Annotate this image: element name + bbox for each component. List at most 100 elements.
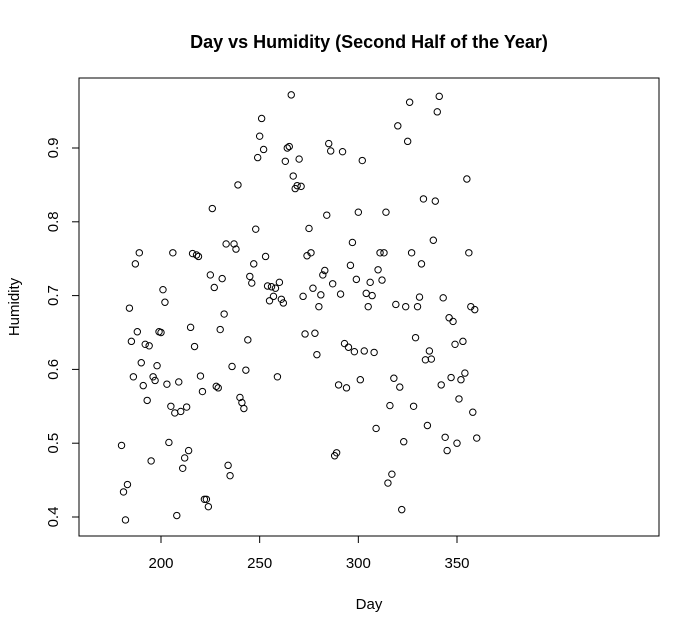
data-point — [334, 381, 343, 389]
data-point — [342, 384, 351, 392]
data-point — [125, 304, 134, 312]
data-point — [127, 337, 136, 346]
data-point — [317, 291, 325, 299]
data-point — [354, 208, 363, 216]
data-point — [366, 278, 374, 287]
data-point — [469, 408, 477, 416]
data-point — [394, 122, 402, 130]
data-point — [204, 502, 213, 511]
data-point — [182, 403, 191, 411]
y-tick-label: 0.4 — [45, 507, 62, 528]
data-point — [129, 373, 138, 381]
data-point — [384, 479, 392, 487]
data-point — [433, 108, 441, 116]
data-point — [441, 433, 449, 441]
data-point — [230, 240, 238, 248]
data-point — [224, 461, 232, 470]
data-point — [275, 278, 284, 287]
data-point — [228, 362, 236, 371]
data-point — [461, 369, 469, 377]
data-point — [407, 249, 416, 257]
data-point — [352, 275, 361, 284]
y-tick-label: 0.6 — [45, 359, 62, 380]
data-point — [435, 92, 443, 101]
data-point — [415, 293, 424, 301]
data-point — [159, 285, 167, 294]
data-point — [473, 434, 481, 442]
data-point — [328, 280, 337, 288]
data-point — [336, 290, 345, 298]
data-point — [289, 172, 297, 180]
data-point — [177, 407, 185, 416]
data-point — [184, 446, 193, 455]
data-point — [392, 300, 400, 309]
data-point — [167, 402, 175, 410]
y-tick-label: 0.9 — [45, 138, 62, 159]
data-point — [200, 495, 209, 503]
data-point — [447, 373, 455, 382]
data-point — [378, 276, 386, 284]
data-point — [171, 409, 179, 417]
data-point — [465, 249, 473, 257]
data-point — [449, 317, 457, 326]
data-point — [309, 284, 317, 292]
data-point — [186, 323, 195, 332]
data-point — [400, 438, 408, 446]
data-point — [403, 137, 412, 146]
data-point — [257, 114, 266, 123]
data-point — [135, 249, 143, 257]
y-tick-label: 0.7 — [45, 285, 62, 306]
data-point — [236, 393, 244, 402]
data-point — [445, 314, 453, 322]
data-point — [216, 325, 224, 334]
data-point — [390, 374, 398, 382]
data-point — [356, 376, 365, 384]
data-point — [188, 249, 197, 258]
data-point — [350, 347, 359, 356]
data-point — [327, 147, 335, 155]
data-point — [295, 155, 303, 163]
data-point — [463, 175, 471, 183]
data-point — [192, 251, 201, 259]
data-point — [133, 328, 142, 336]
data-point — [297, 182, 305, 191]
data-point — [405, 98, 414, 106]
data-point — [121, 516, 130, 524]
data-point — [252, 225, 260, 233]
data-point — [165, 438, 173, 447]
data-point — [396, 383, 404, 391]
data-point — [226, 471, 234, 480]
data-point — [210, 283, 218, 292]
data-point — [279, 299, 288, 307]
data-point — [265, 297, 274, 305]
data-point — [179, 464, 187, 472]
data-point — [206, 271, 215, 279]
data-point — [386, 401, 394, 410]
data-point — [368, 291, 376, 300]
data-point — [455, 395, 463, 403]
data-point — [202, 495, 211, 503]
y-tick-label: 0.8 — [45, 211, 62, 232]
data-point — [423, 421, 432, 430]
data-point — [240, 404, 248, 413]
data-point — [431, 197, 439, 205]
data-point — [119, 488, 128, 496]
data-point — [250, 260, 258, 268]
chart-title: Day vs Humidity (Second Half of the Year… — [190, 32, 548, 52]
data-point — [421, 356, 430, 364]
data-point — [139, 381, 147, 390]
y-axis: 0.4 0.5 0.6 0.7 0.8 0.9 — [45, 138, 80, 528]
data-point — [244, 336, 252, 344]
data-point — [267, 283, 276, 291]
data-point — [301, 330, 309, 338]
data-point — [299, 292, 307, 301]
data-point — [137, 359, 145, 367]
data-point — [401, 302, 410, 311]
data-point — [360, 347, 368, 355]
data-point — [358, 156, 366, 165]
data-point — [196, 372, 205, 380]
x-axis-label: Day — [356, 596, 383, 613]
data-point — [319, 271, 327, 279]
data-point — [315, 302, 323, 311]
